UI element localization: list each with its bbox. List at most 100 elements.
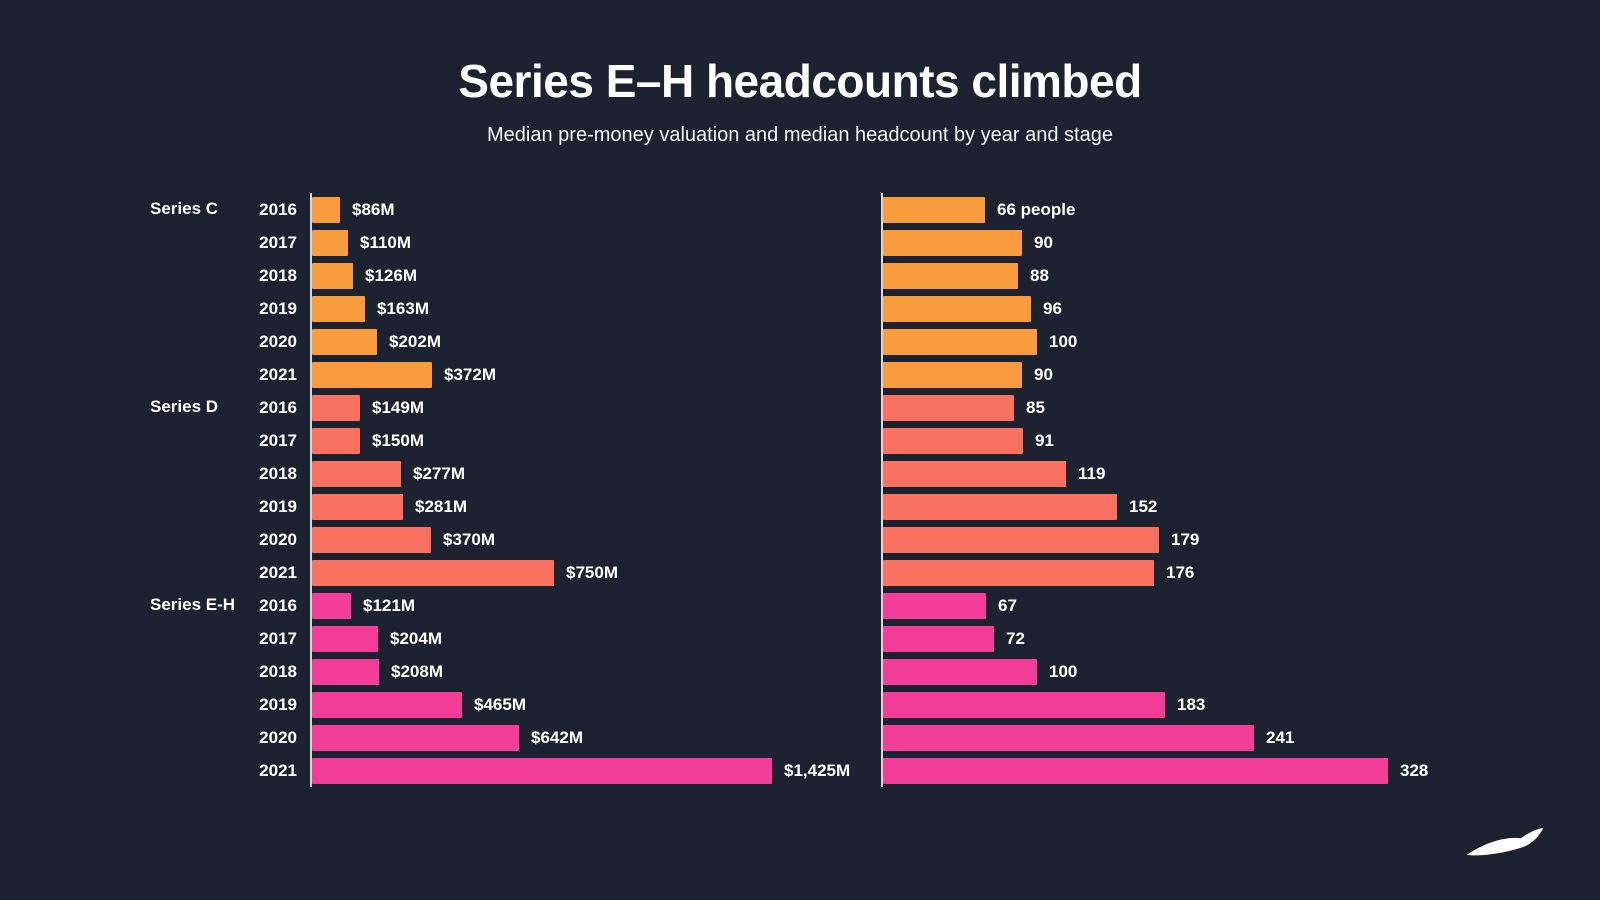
headcount-label: 66 people [997, 199, 1076, 219]
headcount-label: 179 [1171, 529, 1200, 549]
chart-row: Series D 2016 $149M 85 [150, 391, 1600, 424]
headcount-bar [883, 493, 1117, 520]
headcount-label: 85 [1026, 397, 1045, 417]
chart-row: 2020 $202M 100 [150, 325, 1600, 358]
valuation-plot: $750M [310, 556, 881, 589]
headcount-label: 328 [1400, 760, 1429, 780]
headcount-plot: 100 [881, 655, 1600, 688]
headcount-bar [883, 196, 985, 223]
stage-label [150, 754, 245, 760]
year-label: 2020 [259, 529, 297, 549]
chart-row: Series C 2016 $86M 66 people [150, 193, 1600, 226]
chart-row: 2018 $208M 100 [150, 655, 1600, 688]
valuation-bar [312, 394, 360, 421]
headcount-bar [883, 724, 1254, 751]
headcount-label: 72 [1006, 628, 1025, 648]
valuation-bar [312, 460, 401, 487]
year-label: 2020 [259, 727, 297, 747]
year-label: 2018 [259, 265, 297, 285]
valuation-bar [312, 196, 340, 223]
stage-label: Series C [150, 199, 219, 218]
valuation-plot: $204M [310, 622, 881, 655]
headcount-plot: 90 [881, 226, 1600, 259]
chart-row: 2018 $277M 119 [150, 457, 1600, 490]
valuation-label: $372M [444, 364, 496, 384]
stage-label [150, 655, 245, 661]
valuation-label: $370M [443, 529, 495, 549]
headcount-label: 88 [1030, 265, 1049, 285]
valuation-bar [312, 526, 431, 553]
valuation-label: $202M [389, 331, 441, 351]
year-label: 2020 [259, 331, 297, 351]
valuation-bar [312, 691, 462, 718]
valuation-bar [312, 724, 519, 751]
headcount-plot: 96 [881, 292, 1600, 325]
valuation-plot: $202M [310, 325, 881, 358]
valuation-label: $277M [413, 463, 465, 483]
chart-row: 2017 $150M 91 [150, 424, 1600, 457]
chart-row: 2017 $204M 72 [150, 622, 1600, 655]
year-label: 2021 [259, 562, 297, 582]
chart-subtitle: Median pre-money valuation and median he… [487, 124, 1113, 146]
valuation-bar [312, 757, 772, 784]
headcount-label: 90 [1034, 232, 1053, 252]
valuation-label: $149M [372, 397, 424, 417]
valuation-label: $208M [391, 661, 443, 681]
valuation-plot: $163M [310, 292, 881, 325]
headcount-plot: 183 [881, 688, 1600, 721]
stage-label [150, 523, 245, 529]
stage-label [150, 721, 245, 727]
valuation-label: $126M [365, 265, 417, 285]
valuation-label: $86M [352, 199, 395, 219]
headcount-label: 96 [1043, 298, 1062, 318]
valuation-plot: $208M [310, 655, 881, 688]
chart-rows: Series C 2016 $86M 66 people 2017 $110M … [0, 193, 1600, 787]
valuation-label: $281M [415, 496, 467, 516]
headcount-label: 152 [1129, 496, 1158, 516]
headcount-bar [883, 592, 986, 619]
valuation-plot: $465M [310, 688, 881, 721]
headcount-bar [883, 658, 1037, 685]
headcount-plot: 66 people [881, 193, 1600, 226]
headcount-label: 91 [1035, 430, 1054, 450]
stage-label [150, 292, 245, 298]
stage-label [150, 226, 245, 232]
headcount-bar [883, 526, 1159, 553]
stage-label [150, 622, 245, 628]
valuation-bar [312, 229, 348, 256]
headcount-label: 176 [1166, 562, 1195, 582]
headcount-label: 67 [998, 595, 1017, 615]
chart-row: 2019 $281M 152 [150, 490, 1600, 523]
valuation-plot: $277M [310, 457, 881, 490]
headcount-plot: 328 [881, 754, 1600, 787]
year-label: 2016 [259, 199, 297, 219]
chart-title: Series E–H headcounts climbed [458, 55, 1142, 107]
valuation-plot: $86M [310, 193, 881, 226]
headcount-bar [883, 328, 1037, 355]
valuation-plot: $642M [310, 721, 881, 754]
valuation-label: $110M [360, 232, 412, 252]
valuation-plot: $150M [310, 424, 881, 457]
valuation-plot: $372M [310, 358, 881, 391]
headcount-plot: 90 [881, 358, 1600, 391]
headcount-bar [883, 394, 1014, 421]
headcount-plot: 119 [881, 457, 1600, 490]
stage-label [150, 457, 245, 463]
chart-row: 2019 $465M 183 [150, 688, 1600, 721]
year-label: 2019 [259, 496, 297, 516]
headcount-plot: 100 [881, 325, 1600, 358]
valuation-bar [312, 559, 554, 586]
chart-row: Series E-H 2016 $121M 67 [150, 589, 1600, 622]
year-label: 2017 [259, 430, 297, 450]
valuation-plot: $110M [310, 226, 881, 259]
headcount-bar [883, 295, 1031, 322]
valuation-label: $750M [566, 562, 618, 582]
year-label: 2017 [259, 232, 297, 252]
headcount-label: 100 [1049, 661, 1078, 681]
year-label: 2016 [259, 397, 297, 417]
wing-logo-icon [1466, 827, 1544, 856]
year-label: 2021 [259, 760, 297, 780]
chart-row: 2020 $370M 179 [150, 523, 1600, 556]
valuation-label: $121M [363, 595, 415, 615]
